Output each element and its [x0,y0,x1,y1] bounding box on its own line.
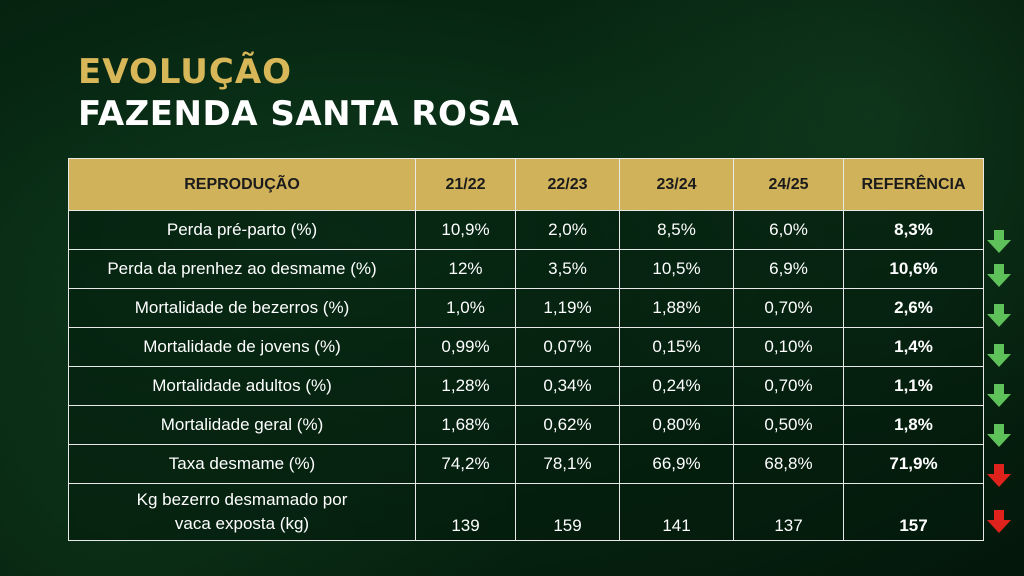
cell-value: 1,68% [415,405,516,445]
arrow-down-icon [987,264,1011,287]
row-label: Taxa desmame (%) [68,444,416,484]
cell-value: 2,0% [515,210,620,250]
column-header-reproducao: REPRODUÇÃO [68,158,416,211]
table-header-row: REPRODUÇÃO 21/22 22/23 23/24 24/25 REFER… [68,158,984,211]
cell-reference: 1,1% [843,366,984,406]
column-header-22-23: 22/23 [515,158,620,211]
cell-value: 74,2% [415,444,516,484]
cell-reference: 1,4% [843,327,984,367]
row-label: Perda da prenhez ao desmame (%) [68,249,416,289]
arrow-down-icon-shape [987,304,1011,327]
arrow-down-icon [987,230,1011,253]
cell-value: 0,24% [619,366,734,406]
cell-value: 6,9% [733,249,844,289]
arrow-down-icon-shape [987,384,1011,407]
cell-value: 0,10% [733,327,844,367]
arrow-down-icon-shape [987,510,1011,533]
table-row: Taxa desmame (%) 74,2% 78,1% 66,9% 68,8%… [68,444,984,484]
row-label-line2: vaca exposta (kg) [174,514,310,533]
row-label: Kg bezerro desmamado por vaca exposta (k… [68,483,416,541]
row-label: Mortalidade adultos (%) [68,366,416,406]
cell-value: 0,07% [515,327,620,367]
cell-value: 10,5% [619,249,734,289]
cell-value: 1,28% [415,366,516,406]
row-label: Mortalidade de bezerros (%) [68,288,416,328]
cell-value: 6,0% [733,210,844,250]
arrow-down-icon [987,344,1011,367]
reproduction-table: REPRODUÇÃO 21/22 22/23 23/24 24/25 REFER… [68,158,984,541]
column-header-23-24: 23/24 [619,158,734,211]
table-row: Mortalidade geral (%) 1,68% 0,62% 0,80% … [68,405,984,445]
table-row: Mortalidade de bezerros (%) 1,0% 1,19% 1… [68,288,984,328]
cell-value: 0,15% [619,327,734,367]
arrow-down-icon [987,510,1011,533]
cell-value: 12% [415,249,516,289]
cell-reference: 10,6% [843,249,984,289]
cell-value: 68,8% [733,444,844,484]
cell-value: 3,5% [515,249,620,289]
cell-value: 159 [515,483,620,541]
cell-value: 0,50% [733,405,844,445]
cell-value: 0,34% [515,366,620,406]
cell-value: 141 [619,483,734,541]
cell-value: 0,62% [515,405,620,445]
column-header-21-22: 21/22 [415,158,516,211]
arrow-down-icon [987,304,1011,327]
cell-value: 1,0% [415,288,516,328]
arrow-down-icon [987,384,1011,407]
arrow-down-icon-shape [987,344,1011,367]
cell-value: 1,19% [515,288,620,328]
cell-value: 139 [415,483,516,541]
table-row: Mortalidade adultos (%) 1,28% 0,34% 0,24… [68,366,984,406]
table-row: Perda pré-parto (%) 10,9% 2,0% 8,5% 6,0%… [68,210,984,250]
arrow-down-icon-shape [987,424,1011,447]
table-row: Perda da prenhez ao desmame (%) 12% 3,5%… [68,249,984,289]
cell-value: 10,9% [415,210,516,250]
cell-reference: 71,9% [843,444,984,484]
cell-value: 137 [733,483,844,541]
cell-value: 8,5% [619,210,734,250]
column-header-24-25: 24/25 [733,158,844,211]
arrow-down-icon [987,424,1011,447]
cell-value: 1,88% [619,288,734,328]
cell-reference: 8,3% [843,210,984,250]
cell-value: 66,9% [619,444,734,484]
column-header-referencia: REFERÊNCIA [843,158,984,211]
table-row: Mortalidade de jovens (%) 0,99% 0,07% 0,… [68,327,984,367]
row-label: Mortalidade geral (%) [68,405,416,445]
arrow-down-icon-shape [987,464,1011,487]
cell-reference: 2,6% [843,288,984,328]
arrow-down-icon-shape [987,264,1011,287]
arrow-down-icon-shape [987,230,1011,253]
cell-value: 0,80% [619,405,734,445]
page-title-farm-name: FAZENDA SANTA ROSA [78,94,520,134]
page-title-evolucao: EVOLUÇÃO [78,52,293,92]
cell-value: 78,1% [515,444,620,484]
cell-value: 0,70% [733,366,844,406]
row-label: Perda pré-parto (%) [68,210,416,250]
row-label: Mortalidade de jovens (%) [68,327,416,367]
row-label-line1: Kg bezerro desmamado por [136,490,348,509]
arrow-down-icon [987,464,1011,487]
cell-reference: 1,8% [843,405,984,445]
cell-value: 0,70% [733,288,844,328]
table-row: Kg bezerro desmamado por vaca exposta (k… [68,483,984,541]
cell-value: 0,99% [415,327,516,367]
cell-reference: 157 [843,483,984,541]
